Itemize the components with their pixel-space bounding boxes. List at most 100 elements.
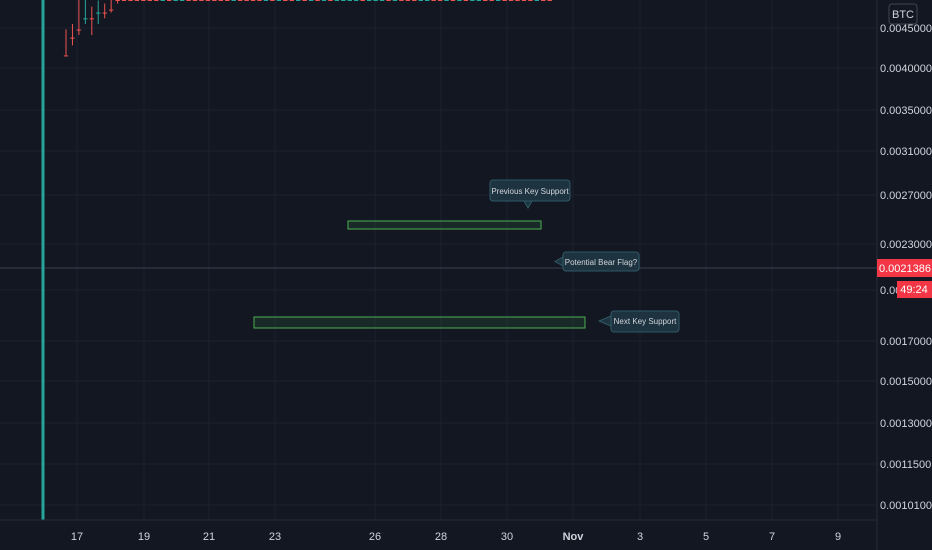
- x-tick-label: 21: [203, 531, 215, 543]
- grid-lines: [0, 0, 877, 520]
- candle-body: [502, 0, 507, 1]
- countdown-tag: [897, 281, 932, 298]
- x-tick-label: 9: [835, 531, 841, 543]
- candle-body: [63, 55, 69, 57]
- time-axis[interactable]: 17 19 21 23 26 28 30 Nov 3 5 7 9: [0, 519, 877, 543]
- candle-body: [379, 0, 385, 1]
- candle-body: [276, 0, 282, 1]
- countdown-label: 49:24: [900, 284, 928, 296]
- x-tick-label: 26: [369, 531, 381, 543]
- candle-body: [160, 0, 165, 1]
- next-support-label: Next Key Support: [614, 317, 677, 326]
- bear-flag-label: Potential Bear Flag?: [565, 258, 638, 267]
- candle-body: [89, 18, 94, 20]
- candle-body: [470, 0, 475, 1]
- candle-body: [521, 0, 527, 1]
- candle-body: [457, 0, 462, 1]
- x-tick-label: 3: [637, 531, 643, 543]
- candle-body: [250, 0, 256, 1]
- price-axis[interactable]: 0.0045000 0.0040000 0.0035000 0.0031000 0.00…: [876, 0, 932, 550]
- current-price-tag-label: 0.0021386: [879, 263, 931, 275]
- candle-body: [179, 0, 185, 1]
- candle-body: [534, 0, 540, 1]
- y-tick-label: 0.0027000: [880, 190, 932, 202]
- candle-body: [225, 0, 230, 1]
- candle-body: [147, 0, 153, 1]
- candle-body: [296, 0, 301, 1]
- candle-body: [373, 0, 378, 1]
- previous-key-support-zone: [347, 220, 542, 230]
- y-tick-label: 0.0035000: [880, 105, 932, 117]
- candle-body: [115, 0, 120, 1]
- candle-body: [167, 0, 172, 1]
- candle-body: [283, 0, 288, 1]
- candle-body: [476, 0, 481, 1]
- candle-body: [495, 0, 501, 1]
- y-tick-label: 0.0011500: [880, 459, 931, 471]
- x-tick-label: 17: [71, 531, 83, 543]
- y-tick-label: 0.0040000: [880, 63, 932, 75]
- y-tick-label: 0.0013000: [880, 418, 932, 430]
- y-tick-label: 0.0017000: [880, 336, 932, 348]
- candle-body: [508, 0, 514, 1]
- candle-body: [321, 0, 327, 1]
- candle-body: [431, 0, 436, 1]
- candle-body: [134, 0, 140, 1]
- candle-body: [263, 0, 269, 1]
- candle-body: [257, 0, 262, 1]
- x-tick-label: 30: [501, 531, 513, 543]
- candle-body: [237, 0, 243, 1]
- candle-body: [334, 0, 340, 1]
- previous-support-label: Previous Key Support: [491, 187, 569, 196]
- candle-body: [425, 0, 430, 1]
- candle-body: [302, 0, 307, 1]
- candle-body: [218, 0, 223, 1]
- bear-flag-callout: Potential Bear Flag?: [553, 251, 640, 272]
- y-tick-label: 0.0023000: [880, 239, 932, 251]
- candle-body: [199, 0, 204, 1]
- candle-body: [128, 0, 133, 1]
- candle-body: [489, 0, 494, 1]
- candle-body: [121, 0, 127, 1]
- candle-body: [366, 0, 372, 1]
- previous-support-callout: Previous Key Support: [489, 179, 571, 210]
- candle-body: [192, 0, 198, 1]
- candle-body: [347, 0, 352, 1]
- x-tick-label: 28: [435, 531, 447, 543]
- candle-body: [515, 0, 520, 1]
- candle-body: [289, 0, 294, 1]
- candle-body: [244, 0, 249, 1]
- x-tick-label: 19: [138, 531, 150, 543]
- current-price-tag: [877, 259, 932, 277]
- candle-body: [437, 0, 443, 1]
- candle-body: [308, 0, 314, 1]
- y-tick-label: 0.0031000: [880, 146, 932, 158]
- candle-body: [354, 0, 359, 1]
- symbol-badge: [888, 3, 918, 25]
- candle-body: [83, 18, 88, 20]
- candle-body: [270, 0, 275, 1]
- candle-body: [547, 0, 552, 1]
- next-support-callout: Next Key Support: [597, 310, 680, 333]
- candle-body: [173, 0, 178, 1]
- x-tick-label: 5: [703, 531, 709, 543]
- candle-body: [315, 0, 320, 1]
- candle-body: [463, 0, 469, 1]
- candle-body: [528, 0, 533, 1]
- x-tick-label: 7: [769, 531, 775, 543]
- candle-body: [205, 0, 211, 1]
- y-tick-label: 0.0045000: [880, 23, 932, 35]
- next-key-support-zone: [253, 316, 586, 329]
- candle-body: [212, 0, 217, 1]
- candle-body: [418, 0, 423, 1]
- candle-body: [341, 0, 346, 1]
- y-tick-label: 0.0010100: [880, 500, 932, 512]
- candle-body: [541, 0, 546, 1]
- candle-body: [392, 0, 398, 1]
- candlestick-series: [63, 0, 552, 57]
- candle-body: [154, 0, 159, 1]
- candle-body: [328, 0, 333, 1]
- x-tick-label: 23: [269, 531, 281, 543]
